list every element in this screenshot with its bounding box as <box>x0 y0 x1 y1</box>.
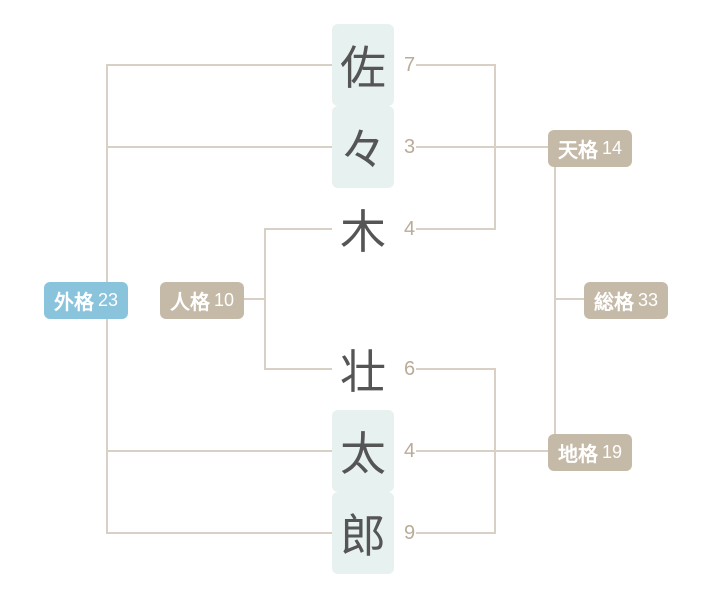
chikaku-label: 地格 <box>558 438 598 467</box>
jinkaku-value: 10 <box>214 290 234 311</box>
gaikaku-label: 外格 <box>54 286 94 315</box>
jinkaku-badge: 人格 10 <box>160 282 244 319</box>
char-2: 々 <box>332 106 394 188</box>
stroke-4: 6 <box>404 358 415 381</box>
stroke-6: 9 <box>404 522 415 545</box>
gaikaku-badge: 外格 23 <box>44 282 128 319</box>
tenkaku-label: 天格 <box>558 134 598 163</box>
char-3: 木 <box>332 188 394 270</box>
stroke-1: 7 <box>404 54 415 77</box>
soukaku-label: 総格 <box>594 286 634 315</box>
tenkaku-badge: 天格 14 <box>548 130 632 167</box>
char-6: 郎 <box>332 492 394 574</box>
chikaku-badge: 地格 19 <box>548 434 632 471</box>
char-4: 壮 <box>332 328 394 410</box>
gaikaku-value: 23 <box>98 290 118 311</box>
stroke-3: 4 <box>404 218 415 241</box>
seimei-diagram: 佐 7 々 3 木 4 壮 6 太 4 郎 9 天格 14 総格 33 地格 1… <box>0 0 710 596</box>
soukaku-badge: 総格 33 <box>584 282 668 319</box>
char-5: 太 <box>332 410 394 492</box>
tenkaku-value: 14 <box>602 138 622 159</box>
char-1: 佐 <box>332 24 394 106</box>
chikaku-value: 19 <box>602 442 622 463</box>
stroke-2: 3 <box>404 136 415 159</box>
jinkaku-label: 人格 <box>170 286 210 315</box>
stroke-5: 4 <box>404 440 415 463</box>
soukaku-value: 33 <box>638 290 658 311</box>
